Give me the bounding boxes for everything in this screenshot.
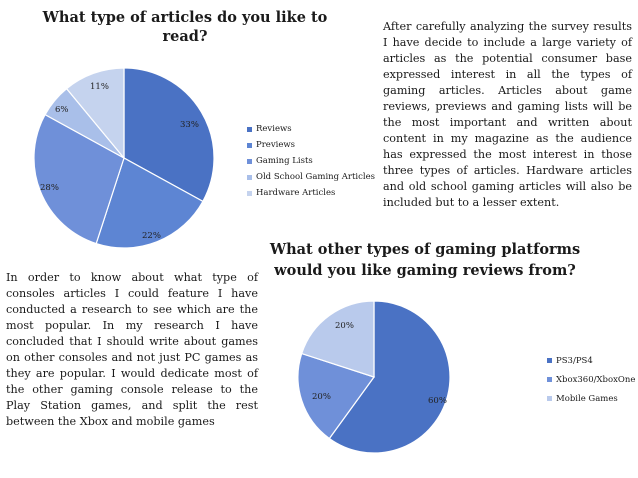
pie-value-label: 28%	[40, 183, 59, 193]
pie-slice-hardware-articles	[65, 67, 125, 160]
research-paragraph: In order to know about what type of cons…	[6, 271, 258, 428]
legend-swatch	[547, 358, 552, 363]
legend-label: Xbox360/XboxOne	[556, 374, 636, 385]
pie-chart-articles: 33% 22% 28% 6% 11%	[33, 67, 215, 249]
chart2-title: What other types of gaming platforms wou…	[269, 241, 581, 279]
pie-slice-mobile-games	[300, 300, 375, 378]
legend-label: Mobile Games	[556, 393, 618, 404]
legend-item: Gaming Lists	[247, 153, 375, 169]
pie-value-label: 20%	[312, 392, 331, 402]
pie-value-label: 22%	[142, 231, 161, 241]
pie-value-label: 33%	[180, 120, 199, 130]
legend-item: PS3/PS4	[547, 351, 635, 370]
pie-value-label: 60%	[428, 396, 447, 406]
chart1-legend: Reviews Previews Gaming Lists Old School Ga…	[247, 121, 375, 201]
legend-swatch	[247, 126, 252, 132]
legend-item: Reviews	[247, 121, 375, 137]
legend-label: Hardware Articles	[256, 188, 336, 198]
legend-label: Old School Gaming Articles	[256, 172, 376, 182]
chart2-legend: PS3/PS4 Xbox360/XboxOne Mobile Games	[547, 351, 635, 408]
legend-item: Old School Gaming Articles	[247, 169, 375, 185]
legend-swatch	[547, 377, 552, 382]
pie-value-label: 11%	[90, 82, 109, 92]
pie-slice-reviews	[123, 67, 215, 203]
pie-value-label: 6%	[55, 105, 69, 115]
legend-swatch	[247, 174, 252, 180]
legend-label: Previews	[256, 140, 296, 150]
legend-item: Mobile Games	[547, 389, 635, 408]
pie-chart-platforms: 60% 20% 20%	[297, 300, 451, 454]
chart1-title: What type of articles do you like to rea…	[42, 9, 328, 45]
legend-item: Xbox360/XboxOne	[547, 370, 635, 389]
pie-slice-ps3-ps4	[328, 300, 451, 454]
pie-slice-gaming-lists	[33, 113, 125, 245]
pie-value-label: 20%	[335, 321, 354, 331]
pie-slice-previews	[95, 157, 204, 249]
legend-swatch	[547, 396, 552, 401]
legend-item: Hardware Articles	[247, 185, 375, 201]
legend-swatch	[247, 158, 252, 164]
legend-swatch	[247, 142, 252, 148]
pie-slice-xbox360-xboxone	[297, 352, 375, 440]
legend-swatch	[247, 190, 252, 196]
legend-item: Previews	[247, 137, 375, 153]
legend-label: PS3/PS4	[556, 355, 593, 366]
legend-label: Reviews	[256, 124, 292, 134]
analysis-paragraph: After carefully analyzing the survey res…	[383, 20, 632, 209]
legend-label: Gaming Lists	[256, 156, 313, 166]
